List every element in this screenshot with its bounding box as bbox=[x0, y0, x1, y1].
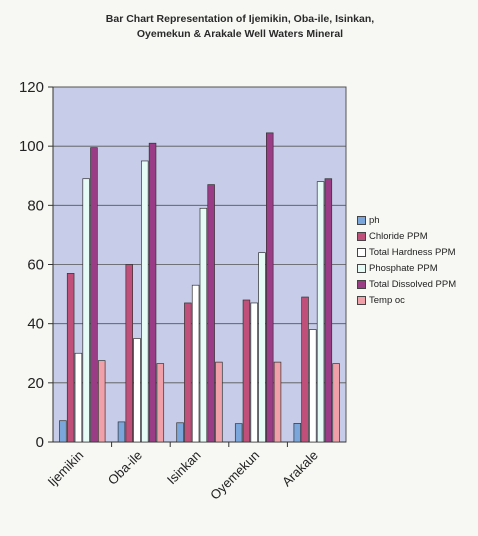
bar-2-0 bbox=[176, 422, 184, 443]
bar-2-1 bbox=[184, 302, 192, 443]
x-tick-label-4: Arakale bbox=[279, 448, 321, 490]
bar-2-4 bbox=[207, 184, 215, 443]
y-tick-label-4: 80 bbox=[27, 197, 44, 214]
y-tick-label-0: 0 bbox=[36, 434, 44, 451]
bar-2-3 bbox=[199, 207, 208, 443]
legend-swatch-2 bbox=[357, 247, 366, 257]
bar-4-3 bbox=[316, 181, 325, 443]
legend-item-0: ph bbox=[357, 212, 478, 228]
bar-0-2 bbox=[74, 352, 83, 443]
bar-3-2 bbox=[250, 302, 258, 443]
bar-4-0 bbox=[293, 423, 302, 443]
bar-4-2 bbox=[309, 329, 317, 443]
chart-title: Bar Chart Representation of Ijemikin, Ob… bbox=[60, 12, 420, 42]
bar-0-1 bbox=[66, 273, 75, 443]
legend-swatch-3 bbox=[357, 263, 366, 273]
chart-legend: ph Chloride PPM Total Hardness PPM Phosphat… bbox=[357, 212, 478, 308]
y-tick-label-1: 20 bbox=[27, 375, 44, 392]
legend-swatch-0 bbox=[357, 215, 366, 225]
bar-2-5 bbox=[215, 361, 223, 443]
bar-3-3 bbox=[258, 252, 266, 443]
legend-label-4: Total Dissolved PPM bbox=[369, 278, 457, 290]
legend-label-3: Phosphate PPM bbox=[369, 262, 438, 274]
bar-1-2 bbox=[133, 338, 141, 443]
legend-label-5: Temp oc bbox=[369, 294, 405, 306]
bar-0-3 bbox=[82, 178, 90, 443]
legend-label-2: Total Hardness PPM bbox=[369, 246, 456, 258]
x-tick-label-1: Oba-ile bbox=[105, 448, 145, 488]
legend-label-0: ph bbox=[369, 214, 380, 226]
bar-3-5 bbox=[273, 361, 282, 443]
bar-1-3 bbox=[141, 160, 149, 443]
x-tick-label-2: Isinkan bbox=[164, 448, 204, 488]
bar-2-2 bbox=[191, 284, 200, 443]
legend-swatch-4 bbox=[357, 279, 366, 289]
bar-1-4 bbox=[148, 142, 157, 443]
legend-label-1: Chloride PPM bbox=[369, 230, 428, 242]
legend-item-1: Chloride PPM bbox=[357, 228, 478, 244]
bar-3-4 bbox=[266, 132, 274, 443]
bar-3-0 bbox=[234, 423, 243, 443]
bar-3-1 bbox=[242, 299, 251, 443]
legend-item-3: Phosphate PPM bbox=[357, 260, 478, 276]
x-tick-label-3: Oyemekun bbox=[207, 448, 262, 503]
legend-item-4: Total Dissolved PPM bbox=[357, 276, 478, 292]
legend-item-5: Temp oc bbox=[357, 292, 478, 308]
bar-1-0 bbox=[117, 421, 126, 443]
y-tick-label-3: 60 bbox=[27, 257, 44, 274]
y-tick-label-2: 40 bbox=[27, 316, 44, 333]
chart-title-line-2: Oyemekun & Arakale Well Waters Mineral bbox=[136, 28, 344, 40]
y-tick-label-6: 120 bbox=[19, 79, 44, 96]
bar-1-1 bbox=[125, 264, 133, 443]
bar-0-4 bbox=[90, 147, 98, 443]
bar-4-4 bbox=[324, 178, 333, 443]
y-tick-label-5: 100 bbox=[19, 138, 44, 155]
legend-swatch-5 bbox=[357, 295, 366, 305]
x-tick-label-0: Ijemikin bbox=[45, 448, 87, 490]
bar-4-5 bbox=[332, 363, 340, 443]
bar-0-5 bbox=[97, 360, 106, 443]
legend-swatch-1 bbox=[357, 231, 366, 241]
legend-item-2: Total Hardness PPM bbox=[357, 244, 478, 260]
bar-4-1 bbox=[301, 296, 309, 443]
bar-0-0 bbox=[59, 420, 67, 443]
chart-title-line-1: Bar Chart Representation of Ijemikin, Ob… bbox=[105, 13, 375, 25]
bar-1-5 bbox=[156, 363, 165, 443]
